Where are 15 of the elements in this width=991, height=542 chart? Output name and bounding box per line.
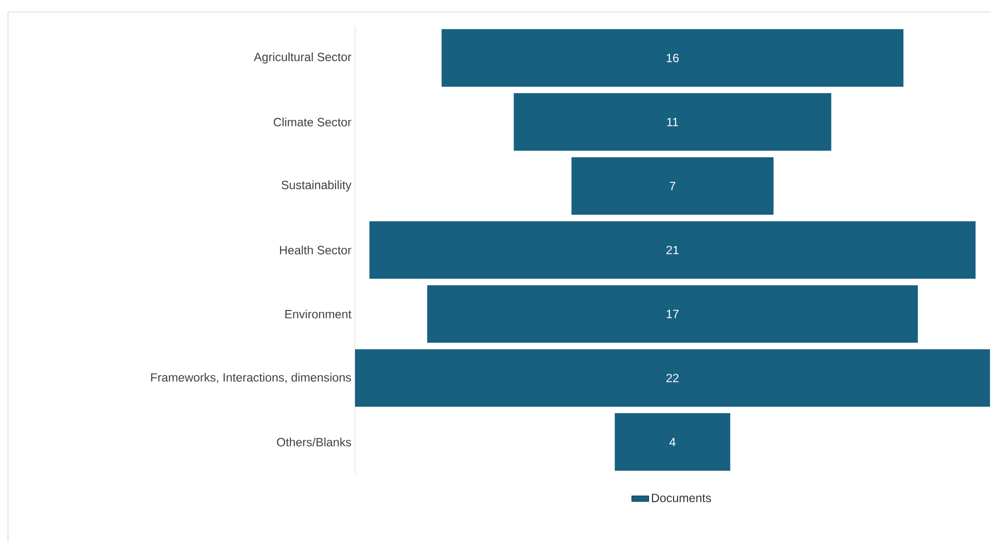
data-label: 22 [666, 374, 679, 382]
data-label: 7 [670, 182, 676, 190]
category-label: Health Sector [280, 246, 352, 254]
category-label: Climate Sector [274, 118, 352, 126]
data-label: 21 [666, 246, 679, 254]
data-label: 11 [667, 118, 678, 126]
legend-label: Documents [652, 494, 712, 502]
category-label: Others/Blanks [276, 438, 352, 446]
data-label: 16 [666, 54, 679, 62]
category-label: Sustainability [282, 180, 352, 192]
category-label: Frameworks, Interactions, dimensions [151, 372, 352, 384]
category-label: Agricultural Sector [254, 52, 352, 64]
data-label: 17 [666, 310, 679, 318]
data-label: 4 [669, 438, 676, 446]
category-label: Environment [285, 310, 352, 318]
